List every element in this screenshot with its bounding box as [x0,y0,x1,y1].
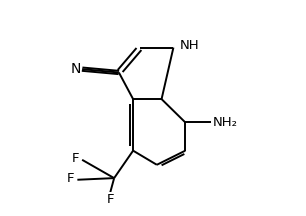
Text: F: F [72,152,79,165]
Text: N: N [71,62,81,76]
Text: NH₂: NH₂ [213,116,237,129]
Text: NH: NH [179,39,199,52]
Text: F: F [67,172,74,185]
Text: F: F [107,193,114,206]
